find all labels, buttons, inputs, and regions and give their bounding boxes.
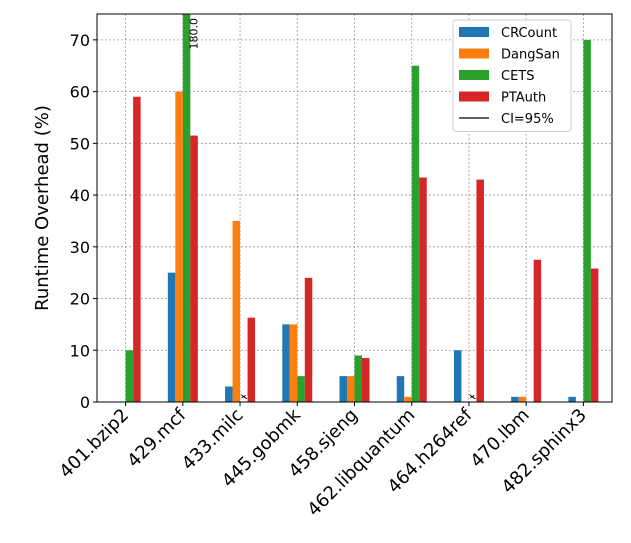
x-tick-label: 401.bzip2 — [55, 405, 133, 483]
bar — [362, 358, 370, 402]
y-tick-label: 30 — [70, 238, 90, 257]
bar — [419, 177, 427, 402]
bar — [453, 350, 462, 402]
bar — [232, 220, 241, 402]
y-tick-label: 10 — [70, 341, 90, 360]
value-label: 180.0 — [187, 18, 200, 50]
bar — [133, 96, 141, 402]
bar — [396, 376, 405, 402]
legend-box — [452, 19, 572, 132]
bar — [282, 324, 290, 402]
bar — [411, 65, 420, 402]
y-tick-label: 70 — [70, 31, 90, 50]
legend-label: CETS — [501, 69, 534, 84]
bar — [297, 376, 305, 402]
bar — [304, 277, 313, 402]
bar — [347, 376, 355, 402]
legend-label: CI=95% — [501, 112, 554, 127]
y-tick-label: 50 — [70, 134, 90, 153]
legend-label: CRCount — [501, 26, 557, 41]
bar — [518, 396, 527, 402]
bar — [225, 386, 233, 402]
bar — [511, 396, 519, 402]
bar — [590, 268, 599, 402]
bar — [533, 259, 542, 402]
bar — [354, 355, 362, 402]
legend-swatch — [459, 48, 489, 59]
legend-swatch — [459, 27, 489, 37]
y-tick-label: 20 — [70, 290, 90, 309]
legend-swatch — [459, 91, 489, 102]
legend-swatch — [459, 70, 489, 80]
legend-label: DangSan — [501, 48, 560, 63]
value-label: ✗ — [240, 393, 249, 400]
bar — [175, 91, 183, 402]
legend-label: PTAuth — [501, 91, 546, 106]
bar — [289, 324, 298, 402]
bar — [339, 376, 347, 402]
bar — [247, 317, 256, 402]
value-label: ✗ — [469, 393, 478, 400]
y-axis-label: Runtime Overhead (%) — [32, 105, 53, 311]
y-tick-label: 0 — [80, 393, 90, 412]
bar — [568, 396, 576, 402]
y-tick-label: 40 — [70, 186, 90, 205]
bar — [190, 135, 198, 402]
bar — [167, 272, 176, 402]
bar — [583, 39, 591, 402]
bar — [404, 396, 412, 402]
bar — [182, 14, 191, 402]
y-tick-label: 60 — [70, 83, 90, 102]
x-tick-label: 462.libquantum — [303, 405, 419, 521]
bar — [476, 179, 484, 402]
bar — [125, 350, 134, 402]
